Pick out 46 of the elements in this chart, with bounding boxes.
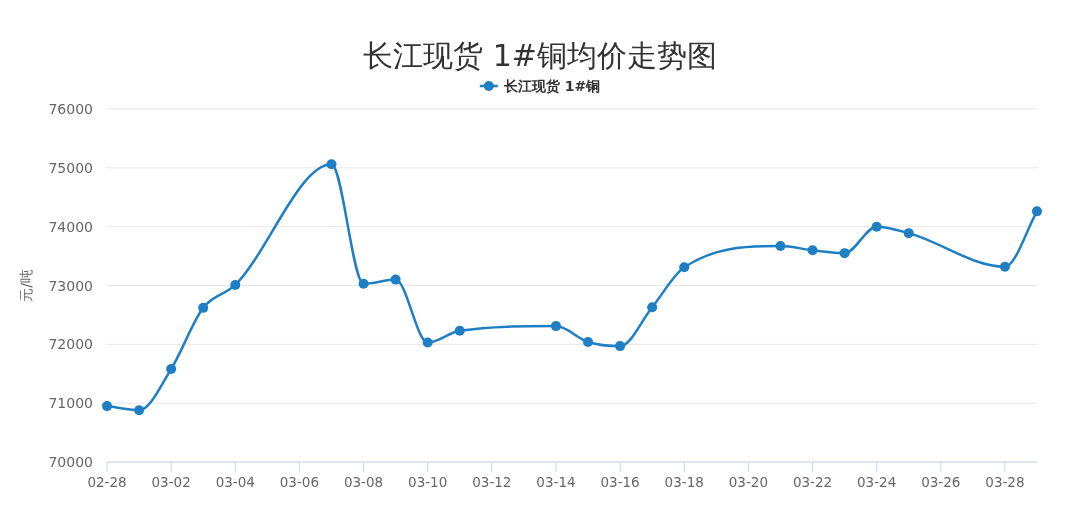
- x-tick-label: 03-24: [857, 474, 897, 490]
- y-tick-label: 74000: [48, 218, 93, 235]
- point: [647, 302, 658, 313]
- x-tick-label: 03-04: [215, 474, 255, 490]
- y-tick-label: 75000: [48, 159, 93, 176]
- x-tick-label: 03-18: [664, 474, 704, 490]
- x-tick-label: 03-22: [792, 474, 833, 490]
- x-tick-label: 03-12: [472, 474, 512, 490]
- point: [134, 405, 145, 416]
- point: [999, 261, 1010, 272]
- y-tick-label: 72000: [48, 336, 93, 353]
- point: [807, 245, 818, 256]
- x-tick-label: 03-02: [151, 474, 191, 490]
- chart-title: 长江现货 1#铜均价走势图: [363, 38, 717, 73]
- point: [198, 302, 209, 313]
- point: [166, 364, 177, 375]
- y-tick-label: 71000: [48, 395, 93, 412]
- x-tick-label: 03-14: [536, 474, 576, 490]
- x-tick-label: 03-20: [728, 474, 768, 490]
- point: [358, 278, 369, 289]
- x-tick-label: 03-10: [408, 474, 448, 490]
- x-tick-label: 03-06: [279, 474, 320, 490]
- point: [775, 241, 786, 252]
- x-tick-label: 03-28: [985, 474, 1025, 490]
- x-tick-label: 02-28: [87, 474, 127, 490]
- point: [422, 337, 433, 348]
- point: [1032, 206, 1042, 217]
- point: [839, 248, 850, 259]
- legend-label: 长江现货 1#铜: [502, 78, 601, 94]
- x-tick-label: 03-26: [921, 474, 961, 490]
- point: [583, 336, 594, 347]
- point: [615, 341, 626, 352]
- y-tick-label: 76000: [48, 101, 93, 117]
- point: [326, 159, 337, 170]
- point: [903, 228, 914, 239]
- point: [679, 262, 690, 273]
- point: [454, 325, 465, 336]
- x-tick-label: 03-16: [600, 474, 640, 490]
- point: [230, 279, 241, 290]
- point: [550, 321, 561, 332]
- y-tick-label: 73000: [48, 277, 93, 294]
- x-tick-label: 03-08: [343, 474, 384, 490]
- y-axis-title: 元/吨: [18, 269, 34, 302]
- point: [390, 274, 401, 285]
- y-tick-label: 70000: [48, 454, 93, 470]
- point: [871, 221, 882, 232]
